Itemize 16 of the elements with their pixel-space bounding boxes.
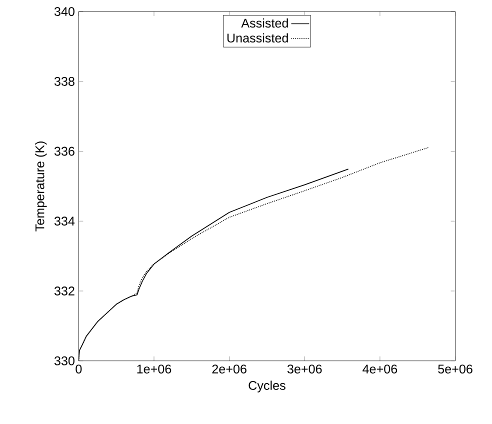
y-tick-label: 330	[54, 356, 74, 366]
x-tick-label: 4e+06	[362, 364, 398, 374]
x-tick-label: 5e+06	[438, 364, 472, 374]
x-tick-label: 0	[76, 364, 82, 374]
y-axis-title: Temperature (K)	[35, 142, 47, 232]
x-tick-label: 3e+06	[287, 364, 322, 374]
y-tick-label: 332	[54, 286, 74, 296]
x-axis-title: Cycles	[248, 380, 286, 393]
y-tick-label: 336	[54, 146, 74, 156]
y-tick-label: 340	[54, 7, 74, 16]
x-tick-label: 1e+06	[137, 364, 172, 374]
legend-label: Assisted	[241, 18, 288, 28]
y-tick-label: 338	[54, 77, 74, 86]
y-tick-label: 334	[54, 216, 75, 226]
x-tick-label: 2e+06	[212, 364, 246, 374]
legend-label: Unassisted	[227, 33, 288, 43]
